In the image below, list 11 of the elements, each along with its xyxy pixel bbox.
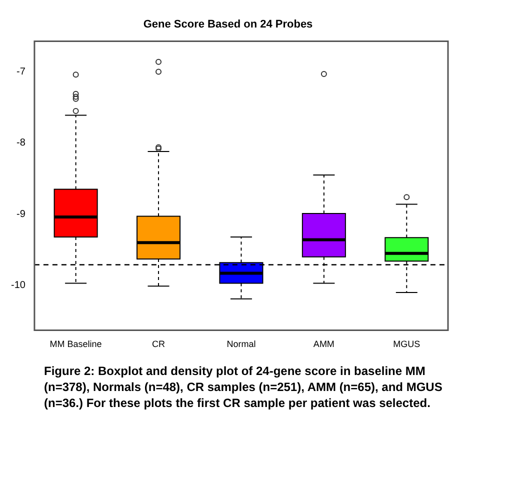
x-tick-label: Normal [226, 339, 256, 350]
y-tick-label: -9 [16, 208, 26, 220]
chart-title: Gene Score Based on 24 Probes [143, 18, 313, 31]
caption: Figure 2: Boxplot and density plot of 24-gene score in baseline MM (n=378), Normals (n=48), CR samples (n=251), AMM (n=65), and MGUS (n=36.) For these plots the first CR sample per patient was selected. [44, 363, 444, 412]
y-tick-label: -10 [11, 280, 26, 292]
x-tick-label: MM Baseline [50, 339, 102, 350]
x-tick-label: AMM [313, 339, 334, 350]
y-tick-label: -8 [16, 138, 26, 149]
x-tick-label: CR [152, 339, 166, 350]
x-tick-label: MGUS [393, 339, 420, 350]
y-tick-label: -7 [16, 66, 26, 78]
